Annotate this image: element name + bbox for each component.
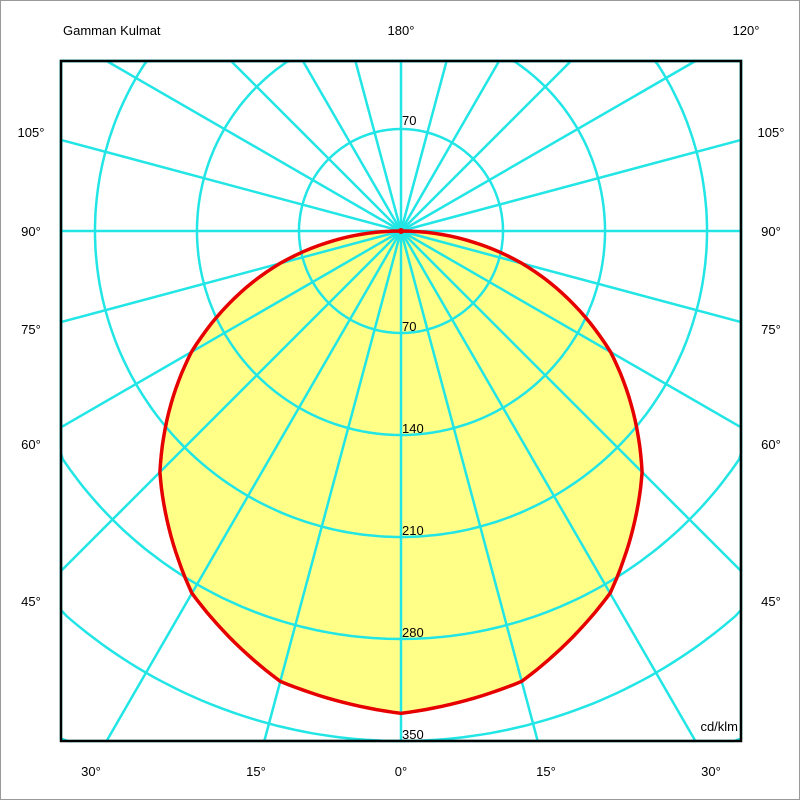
radial-tick-label: 280 xyxy=(402,625,424,640)
angular-spoke xyxy=(400,138,742,233)
right-label-45: 45° xyxy=(761,594,781,609)
angular-spoke xyxy=(400,230,742,572)
radial-tick-label: 140 xyxy=(402,421,424,436)
curve-origin-point xyxy=(398,228,404,234)
right-label-105: 105° xyxy=(758,125,785,140)
angular-spoke xyxy=(230,60,402,232)
left-label-60: 60° xyxy=(21,437,41,452)
angular-spoke xyxy=(105,230,403,742)
angular-spoke xyxy=(354,60,403,232)
plot-frame xyxy=(59,59,743,743)
top-label-180: 180° xyxy=(388,23,415,38)
angular-spoke xyxy=(105,59,402,233)
unit-label: cd/klm xyxy=(700,719,738,734)
angular-spoke xyxy=(301,60,403,232)
right-label-90: 90° xyxy=(761,224,781,239)
bottom-label-30-left: 30° xyxy=(81,764,101,779)
bottom-label-15-right: 15° xyxy=(536,764,556,779)
left-label-90: 90° xyxy=(21,224,41,239)
angular-spoke xyxy=(400,60,572,232)
left-label-105: 105° xyxy=(18,125,45,140)
right-label-60: 60° xyxy=(761,437,781,452)
angular-spoke xyxy=(60,229,402,429)
angular-spoke xyxy=(399,230,539,742)
radial-tick-label: 350 xyxy=(402,727,424,742)
angular-spoke xyxy=(399,230,697,742)
angular-spoke xyxy=(400,229,742,429)
radial-tick-label-upper: 70 xyxy=(402,113,416,128)
radial-tick-label: 70 xyxy=(402,319,416,334)
right-label-75: 75° xyxy=(761,322,781,337)
radial-tick-label: 210 xyxy=(402,523,424,538)
bottom-label-15-left: 15° xyxy=(246,764,266,779)
intensity-curve xyxy=(158,229,644,716)
angular-spoke xyxy=(60,138,402,233)
angular-spoke xyxy=(60,229,402,324)
left-label-45: 45° xyxy=(21,594,41,609)
angular-spoke xyxy=(400,59,697,233)
angular-spoke xyxy=(60,230,402,572)
angular-spoke xyxy=(400,229,742,324)
bottom-label-0: 0° xyxy=(395,764,407,779)
angular-spoke xyxy=(399,60,501,232)
left-label-75: 75° xyxy=(21,322,41,337)
bottom-label-30-right: 30° xyxy=(701,764,721,779)
angular-spoke xyxy=(263,230,403,742)
angular-spoke xyxy=(399,60,448,232)
chart-title: Gamman Kulmat xyxy=(63,23,161,38)
top-label-120: 120° xyxy=(733,23,760,38)
